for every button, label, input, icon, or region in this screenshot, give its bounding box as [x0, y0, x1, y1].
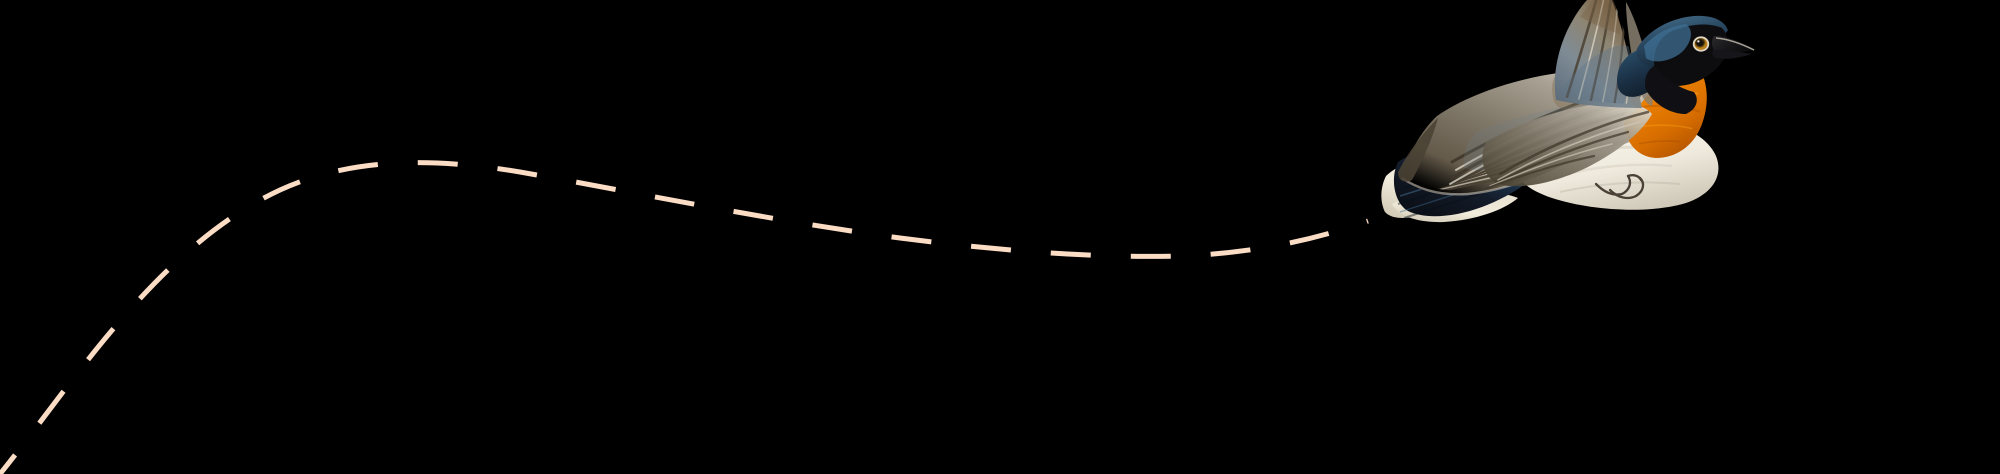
raised-wing-brown-band: [1572, 0, 1620, 34]
bird-beak: [1711, 36, 1756, 59]
wing-primary-tip: [1398, 118, 1438, 182]
beak-upper: [1711, 36, 1756, 54]
foot-left-leg: [1594, 182, 1624, 196]
raised-wing-feathers: [1558, 0, 1636, 104]
bird-eye: [1692, 36, 1710, 52]
beak-lower: [1712, 50, 1752, 59]
foot-right-leg: [1608, 188, 1638, 200]
foot-toe-detail: [1626, 174, 1643, 182]
bird-inner-wing: [1482, 102, 1652, 190]
bird-head: [1636, 15, 1756, 114]
chin-stripe: [1644, 66, 1697, 114]
bird-feet: [1594, 174, 1645, 200]
beak-highlight: [1715, 37, 1755, 51]
bird-figure: [1381, 0, 1756, 223]
raised-wing-blue-band: [1558, 45, 1636, 104]
foot-left-claw: [1620, 174, 1632, 196]
eye-glint: [1697, 40, 1700, 43]
inner-wing-feathers: [1486, 110, 1650, 190]
crown-highlight: [1644, 24, 1691, 62]
